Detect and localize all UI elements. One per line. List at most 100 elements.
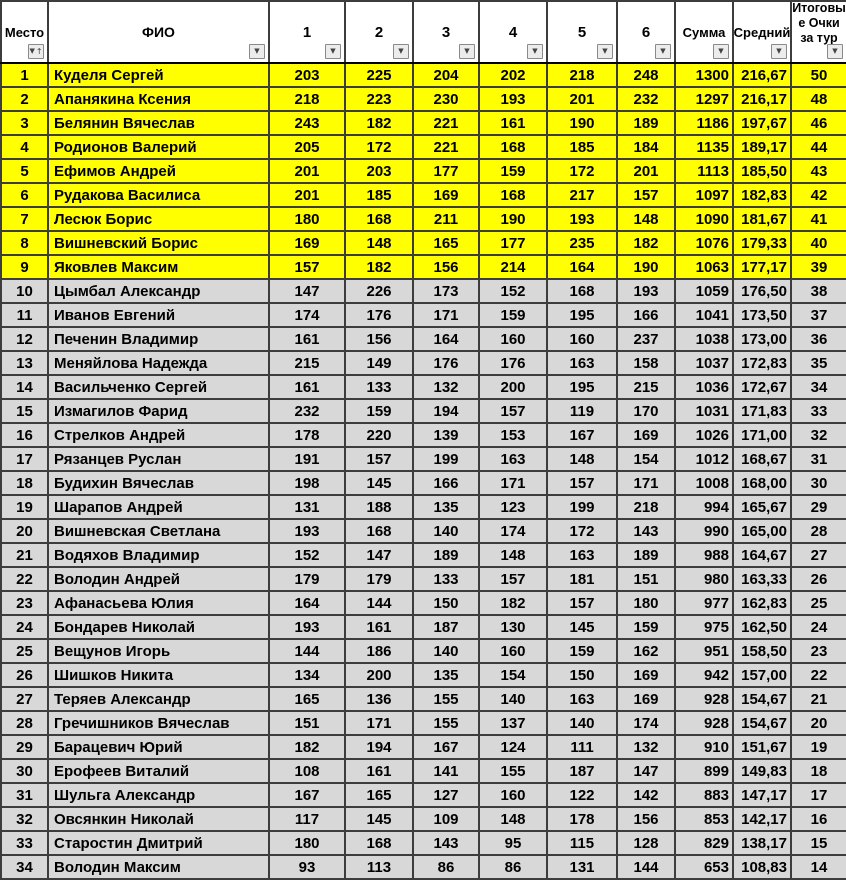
game5-cell[interactable]: 111 [546,734,618,760]
game6-cell[interactable]: 182 [616,230,676,256]
avg-cell[interactable]: 149,83 [732,758,792,784]
game3-cell[interactable]: 221 [412,110,480,136]
game3-cell[interactable]: 164 [412,326,480,352]
game5-cell[interactable]: 140 [546,710,618,736]
game6-cell[interactable]: 174 [616,710,676,736]
avg-cell[interactable]: 171,00 [732,422,792,448]
game6-cell[interactable]: 128 [616,830,676,856]
points-cell[interactable]: 23 [790,638,846,664]
game2-cell[interactable]: 182 [344,110,414,136]
sum-cell[interactable]: 990 [674,518,734,544]
avg-cell[interactable]: 182,83 [732,182,792,208]
game5-cell[interactable]: 195 [546,302,618,328]
game4-cell[interactable]: 123 [478,494,548,520]
avg-cell[interactable]: 151,67 [732,734,792,760]
name-cell[interactable]: Рязанцев Руслан [47,446,270,472]
avg-cell[interactable]: 185,50 [732,158,792,184]
avg-cell[interactable]: 172,67 [732,374,792,400]
points-cell[interactable]: 32 [790,422,846,448]
game4-cell[interactable]: 159 [478,158,548,184]
name-cell[interactable]: Ефимов Андрей [47,158,270,184]
game3-cell[interactable]: 139 [412,422,480,448]
game2-cell[interactable]: 168 [344,518,414,544]
sum-cell[interactable]: 928 [674,686,734,712]
game2-cell[interactable]: 188 [344,494,414,520]
game4-cell[interactable]: 171 [478,470,548,496]
game6-cell[interactable]: 170 [616,398,676,424]
game4-cell[interactable]: 176 [478,350,548,376]
game5-cell[interactable]: 199 [546,494,618,520]
sum-cell[interactable]: 977 [674,590,734,616]
game3-cell[interactable]: 166 [412,470,480,496]
name-cell[interactable]: Барацевич Юрий [47,734,270,760]
sum-cell[interactable]: 1026 [674,422,734,448]
place-cell[interactable]: 27 [0,686,49,712]
game1-cell[interactable]: 180 [268,830,346,856]
place-cell[interactable]: 5 [0,158,49,184]
place-cell[interactable]: 28 [0,710,49,736]
sum-cell[interactable]: 853 [674,806,734,832]
game5-cell[interactable]: 187 [546,758,618,784]
name-cell[interactable]: Овсянкин Николай [47,806,270,832]
name-cell[interactable]: Водяхов Владимир [47,542,270,568]
game3-cell[interactable]: 221 [412,134,480,160]
points-cell[interactable]: 35 [790,350,846,376]
sum-cell[interactable]: 988 [674,542,734,568]
game3-cell[interactable]: 140 [412,518,480,544]
game4-cell[interactable]: 161 [478,110,548,136]
place-cell[interactable]: 4 [0,134,49,160]
game1-cell[interactable]: 180 [268,206,346,232]
game6-cell[interactable]: 215 [616,374,676,400]
game4-cell[interactable]: 200 [478,374,548,400]
points-cell[interactable]: 18 [790,758,846,784]
game3-cell[interactable]: 173 [412,278,480,304]
game4-cell[interactable]: 214 [478,254,548,280]
game6-cell[interactable]: 162 [616,638,676,664]
points-cell[interactable]: 48 [790,86,846,112]
filter-button-g2[interactable]: ▼ [393,44,409,59]
game3-cell[interactable]: 176 [412,350,480,376]
filter-button-g1[interactable]: ▼ [325,44,341,59]
game3-cell[interactable]: 155 [412,710,480,736]
game6-cell[interactable]: 132 [616,734,676,760]
game2-cell[interactable]: 165 [344,782,414,808]
filter-button-g4[interactable]: ▼ [527,44,543,59]
name-cell[interactable]: Иванов Евгений [47,302,270,328]
game2-cell[interactable]: 203 [344,158,414,184]
game2-cell[interactable]: 225 [344,62,414,88]
sum-cell[interactable]: 942 [674,662,734,688]
place-cell[interactable]: 11 [0,302,49,328]
game1-cell[interactable]: 182 [268,734,346,760]
place-cell[interactable]: 26 [0,662,49,688]
game2-cell[interactable]: 220 [344,422,414,448]
game2-cell[interactable]: 194 [344,734,414,760]
game6-cell[interactable]: 158 [616,350,676,376]
sum-cell[interactable]: 1076 [674,230,734,256]
game4-cell[interactable]: 95 [478,830,548,856]
filter-button-points[interactable]: ▼ [827,44,843,59]
place-cell[interactable]: 13 [0,350,49,376]
points-cell[interactable]: 21 [790,686,846,712]
game3-cell[interactable]: 127 [412,782,480,808]
game2-cell[interactable]: 147 [344,542,414,568]
game2-cell[interactable]: 144 [344,590,414,616]
game4-cell[interactable]: 202 [478,62,548,88]
points-cell[interactable]: 41 [790,206,846,232]
game1-cell[interactable]: 157 [268,254,346,280]
game3-cell[interactable]: 230 [412,86,480,112]
game2-cell[interactable]: 161 [344,614,414,640]
game2-cell[interactable]: 226 [344,278,414,304]
points-cell[interactable]: 17 [790,782,846,808]
avg-cell[interactable]: 171,83 [732,398,792,424]
avg-cell[interactable]: 216,67 [732,62,792,88]
place-cell[interactable]: 24 [0,614,49,640]
avg-cell[interactable]: 157,00 [732,662,792,688]
game5-cell[interactable]: 159 [546,638,618,664]
place-cell[interactable]: 33 [0,830,49,856]
game2-cell[interactable]: 171 [344,710,414,736]
avg-cell[interactable]: 108,83 [732,854,792,880]
game5-cell[interactable]: 163 [546,542,618,568]
game4-cell[interactable]: 190 [478,206,548,232]
avg-cell[interactable]: 142,17 [732,806,792,832]
avg-cell[interactable]: 168,00 [732,470,792,496]
